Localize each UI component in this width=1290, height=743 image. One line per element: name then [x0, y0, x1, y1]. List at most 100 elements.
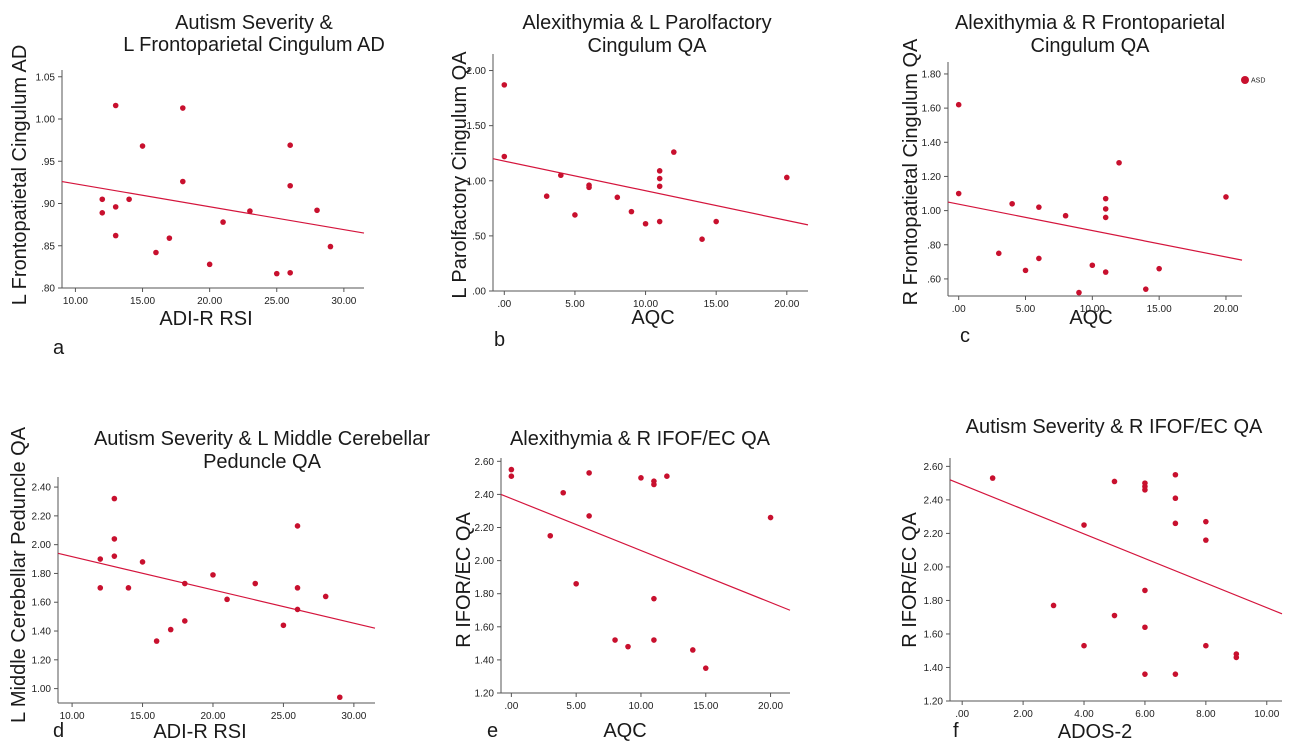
data-point — [167, 626, 174, 633]
x-tick-label: 10.00 — [633, 299, 658, 310]
y-tick-label: 1.80 — [922, 69, 942, 80]
data-point — [1233, 654, 1240, 661]
y-tick-label: .90 — [41, 199, 55, 210]
chart-title: Alexithymia & R Frontoparietal — [955, 12, 1225, 34]
y-axis-label: R IFOR/EC QA — [453, 512, 475, 648]
x-tick-label: 15.00 — [704, 299, 729, 310]
data-point — [1172, 520, 1179, 527]
y-tick-label: 2.60 — [475, 457, 495, 468]
x-tick-label: 30.00 — [341, 711, 366, 722]
x-tick-label: 8.00 — [1196, 709, 1216, 720]
data-point — [1142, 487, 1148, 493]
data-point — [327, 243, 334, 250]
x-tick-label: 20.00 — [774, 299, 799, 310]
y-tick-label: 1.00 — [467, 176, 487, 187]
y-tick-label: .95 — [41, 157, 55, 168]
data-point — [501, 82, 508, 88]
y-tick-label: .50 — [472, 231, 486, 242]
data-point — [99, 209, 106, 216]
legend-label: ASD — [1251, 78, 1265, 85]
data-point — [501, 153, 508, 160]
x-tick-label: 5.00 — [566, 701, 586, 712]
data-point — [153, 638, 160, 644]
data-point — [182, 580, 188, 587]
data-point — [280, 622, 287, 629]
data-point — [97, 585, 104, 591]
data-point — [508, 466, 515, 473]
chart-title: Autism Severity & L Middle Cerebellar — [94, 428, 430, 450]
data-point — [558, 172, 564, 179]
data-point — [1142, 671, 1148, 677]
data-point — [656, 218, 663, 225]
y-tick-label: 1.60 — [922, 104, 942, 115]
x-axis-label: ADI-R RSI — [159, 308, 252, 330]
x-tick-label: 25.00 — [271, 711, 296, 722]
data-point — [287, 142, 293, 149]
data-point — [989, 475, 996, 481]
data-point — [1142, 587, 1148, 594]
data-point — [642, 220, 649, 227]
x-axis-label: AQC — [1069, 307, 1112, 329]
data-point — [1009, 200, 1015, 207]
data-point — [1203, 642, 1209, 649]
data-point — [713, 218, 719, 225]
y-axis-label: L Parolfactory Cingulum QA — [449, 51, 471, 299]
data-point — [699, 236, 705, 242]
data-point — [336, 694, 343, 701]
data-point — [247, 208, 253, 214]
y-tick-label: 2.00 — [32, 540, 52, 551]
y-tick-label: 1.20 — [32, 655, 52, 666]
y-axis-label: L Middle Cerebellar Peduncle QA — [8, 426, 30, 723]
fit-line — [500, 493, 791, 611]
data-point — [224, 596, 230, 603]
x-tick-label: 15.00 — [693, 701, 718, 712]
x-axis-label: ADOS-2 — [1058, 721, 1132, 743]
data-point — [139, 559, 146, 565]
data-point — [625, 643, 631, 650]
data-point — [586, 513, 592, 519]
y-tick-label: 2.40 — [32, 483, 52, 494]
y-tick-label: 2.00 — [475, 556, 495, 567]
data-point — [656, 168, 663, 174]
data-point — [1036, 204, 1042, 210]
y-tick-label: 2.60 — [924, 462, 944, 473]
data-point — [1022, 267, 1029, 274]
data-point — [573, 580, 579, 587]
data-point — [955, 101, 962, 108]
x-axis-label: AQC — [631, 307, 674, 329]
data-point — [220, 219, 226, 225]
fit-line — [947, 201, 1243, 261]
x-tick-label: 10.00 — [628, 701, 653, 712]
panel-letter: c — [960, 325, 970, 347]
panel-e: .00 5.00 10.00 15.00 20.00 1.20 1.40 1.60 1.80 2.… — [453, 428, 791, 742]
data-point — [651, 481, 657, 488]
x-tick-label: .00 — [955, 709, 969, 720]
x-tick-label: 20.00 — [1213, 304, 1238, 315]
y-tick-label: 1.40 — [475, 655, 495, 666]
data-point — [671, 149, 677, 155]
chart-title: Cingulum QA — [588, 35, 708, 57]
data-point — [126, 196, 132, 203]
data-point — [767, 514, 774, 521]
chart-title: Peduncle QA — [203, 451, 322, 473]
x-tick-label: .00 — [952, 304, 966, 315]
data-point — [690, 647, 696, 653]
data-point — [182, 618, 188, 624]
panel-letter: a — [53, 337, 65, 359]
x-tick-label: 5.00 — [565, 299, 585, 310]
data-point — [1223, 194, 1229, 200]
data-point — [656, 183, 663, 190]
x-tick-label: 10.00 — [60, 711, 85, 722]
y-tick-label: 1.20 — [922, 172, 942, 183]
y-tick-label: 1.00 — [32, 684, 52, 695]
data-point — [572, 212, 578, 218]
y-tick-label: 1.40 — [924, 663, 944, 674]
data-point — [139, 143, 146, 149]
y-axis-label: R IFOR/EC QA — [899, 512, 921, 648]
y-tick-label: 1.40 — [922, 138, 942, 149]
data-point — [111, 495, 118, 502]
data-point — [614, 194, 621, 201]
panel-a: 10.00 15.00 20.00 25.00 30.00 .80 .85 .90 .95 1.0… — [9, 12, 385, 359]
x-tick-label: 4.00 — [1074, 709, 1094, 720]
